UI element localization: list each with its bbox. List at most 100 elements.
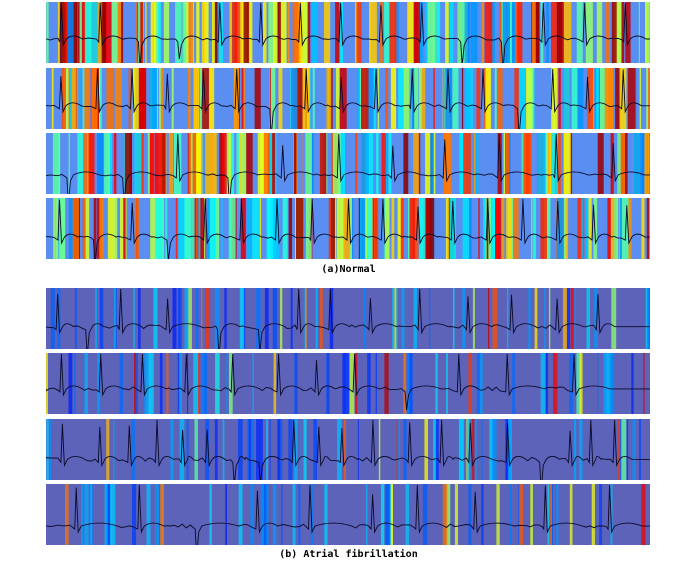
attention-band	[497, 133, 502, 194]
attention-band	[556, 2, 563, 63]
attention-band	[390, 68, 397, 129]
attention-band	[375, 353, 377, 414]
attention-band	[211, 2, 215, 63]
attention-band	[81, 2, 86, 63]
attention-band	[84, 484, 89, 545]
attention-band	[414, 2, 420, 63]
attention-band	[205, 419, 210, 480]
attention-band	[340, 68, 347, 129]
attention-band	[418, 133, 421, 194]
attention-band	[270, 198, 274, 259]
attention-band	[84, 68, 90, 129]
attention-band	[111, 2, 118, 63]
attention-band	[55, 198, 59, 259]
attention-band	[208, 68, 215, 129]
attention-band	[641, 484, 646, 545]
attention-band	[459, 133, 463, 194]
attention-band	[478, 198, 480, 259]
attention-band	[545, 353, 548, 414]
attention-band	[518, 484, 520, 545]
attention-band	[294, 353, 298, 414]
attention-band	[449, 198, 456, 259]
attention-band	[610, 198, 618, 259]
ecg-trace	[46, 2, 650, 63]
attention-band	[445, 2, 449, 63]
attention-band	[531, 2, 533, 63]
attention-band	[290, 288, 293, 349]
attention-band	[212, 133, 217, 194]
attention-band	[114, 68, 122, 129]
attention-band	[271, 133, 276, 194]
attention-band	[595, 68, 599, 129]
attention-band	[560, 198, 567, 259]
attention-band	[160, 484, 164, 545]
attention-band	[639, 419, 641, 480]
attention-band	[228, 133, 234, 194]
attention-band	[472, 288, 475, 349]
attention-band	[145, 2, 147, 63]
attention-band	[615, 68, 621, 129]
attention-band	[481, 2, 485, 63]
attention-band	[259, 198, 261, 259]
attention-band	[205, 288, 210, 349]
attention-band	[617, 2, 621, 63]
attention-band	[403, 133, 409, 194]
attention-band	[71, 68, 77, 129]
attention-band	[288, 419, 293, 480]
attention-band	[389, 2, 397, 63]
ecg-trace	[46, 198, 650, 259]
attention-band	[396, 419, 399, 480]
attention-band	[511, 2, 516, 63]
attention-band	[125, 198, 127, 259]
attention-band	[159, 68, 162, 129]
attention-band	[236, 133, 242, 194]
attention-band	[300, 2, 302, 63]
attention-band	[254, 68, 261, 129]
attention-band	[256, 419, 260, 480]
attention-band	[161, 133, 166, 194]
attention-band	[514, 68, 519, 129]
attention-band	[102, 288, 104, 349]
attention-band	[64, 2, 71, 63]
attention-band	[365, 68, 373, 129]
attention-band	[553, 353, 558, 414]
attention-band	[523, 133, 532, 194]
attention-band	[433, 419, 438, 480]
attention-band	[446, 353, 448, 414]
attention-band	[591, 484, 595, 545]
attention-band	[579, 353, 583, 414]
attention-band	[384, 353, 389, 414]
attention-band	[178, 198, 186, 259]
attention-band	[556, 198, 564, 259]
attention-band	[61, 68, 66, 129]
attention-band	[646, 68, 648, 129]
attention-band	[306, 68, 310, 129]
attention-band	[422, 484, 428, 545]
attention-band	[594, 288, 598, 349]
attention-band	[335, 2, 341, 63]
attention-band	[97, 133, 104, 194]
attention-band	[326, 68, 332, 129]
attention-band	[626, 419, 629, 480]
attention-band	[532, 2, 536, 63]
attention-band	[569, 133, 573, 194]
attention-band	[599, 484, 603, 545]
attention-band	[507, 419, 512, 480]
attention-band	[68, 198, 74, 259]
attention-band	[119, 353, 123, 414]
attention-band	[332, 133, 341, 194]
attention-band	[507, 288, 509, 349]
attention-band	[597, 133, 604, 194]
attention-band	[578, 419, 583, 480]
attention-band	[263, 2, 267, 63]
attention-band	[392, 288, 398, 349]
attention-band	[530, 484, 533, 545]
attention-band	[419, 198, 427, 259]
attention-band	[133, 288, 135, 349]
attention-band	[49, 419, 52, 480]
attention-band	[535, 2, 540, 63]
attention-band	[256, 288, 261, 349]
attention-band	[571, 68, 578, 129]
attention-band	[272, 484, 277, 545]
attention-band	[531, 198, 533, 259]
